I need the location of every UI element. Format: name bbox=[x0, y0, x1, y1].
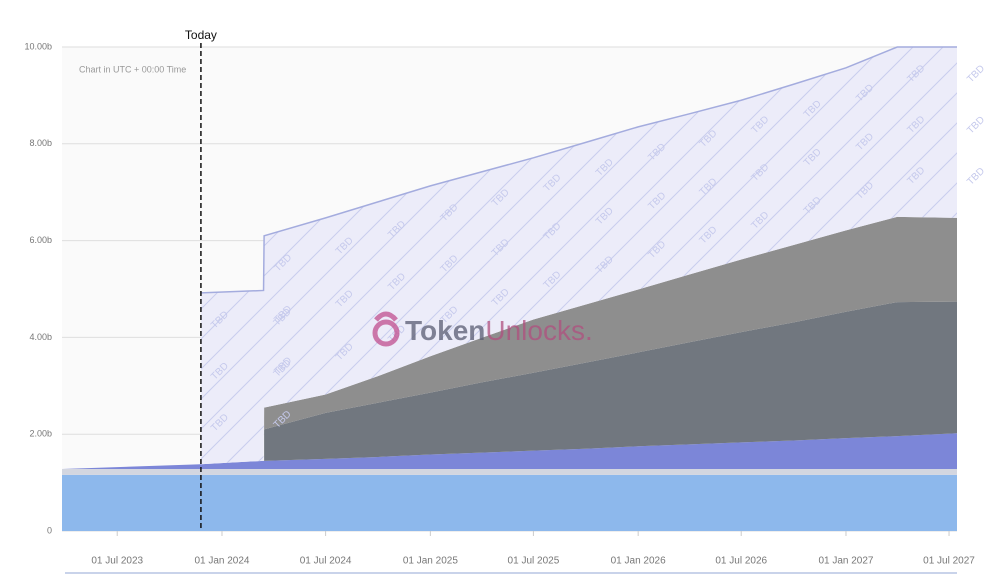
watermark-part: Token bbox=[405, 315, 485, 346]
y-tick-label: 6.00b bbox=[29, 235, 52, 245]
y-tick-label: 10.00b bbox=[24, 41, 52, 51]
y-tick-label: 0 bbox=[47, 525, 52, 535]
y-tick-label: 2.00b bbox=[29, 429, 52, 439]
tbd-label: TBD bbox=[965, 114, 987, 136]
watermark-icon bbox=[372, 319, 400, 347]
x-tick-label: 01 Jan 2024 bbox=[194, 556, 249, 567]
x-tick-label: 01 Jul 2023 bbox=[91, 556, 143, 567]
watermark-text: TokenUnlocks. bbox=[405, 315, 593, 346]
x-tick-label: 01 Jul 2026 bbox=[715, 556, 767, 567]
area bbox=[62, 433, 957, 470]
x-tick-label: 01 Jan 2025 bbox=[403, 556, 458, 567]
area bbox=[62, 469, 957, 475]
today-label: Today bbox=[185, 28, 217, 42]
area bbox=[62, 474, 957, 531]
area-top-line bbox=[200, 46, 957, 294]
tbd-label: TBD bbox=[965, 63, 987, 85]
x-tick-label: 01 Jul 2027 bbox=[923, 556, 975, 567]
watermark-part: Unlocks. bbox=[485, 315, 592, 346]
watermark-icon bbox=[374, 311, 398, 322]
chart-note: Chart in UTC + 00:00 Time bbox=[79, 64, 186, 74]
watermark: TokenUnlocks. bbox=[372, 311, 593, 347]
area bbox=[200, 47, 957, 465]
area bbox=[264, 216, 958, 430]
tbd-label: TBD bbox=[965, 166, 987, 188]
x-tick-label: 01 Jan 2027 bbox=[818, 556, 873, 567]
x-tick-label: 01 Jul 2025 bbox=[508, 556, 560, 567]
area bbox=[264, 301, 958, 461]
x-tick-label: 01 Jan 2026 bbox=[611, 556, 666, 567]
y-tick-label: 4.00b bbox=[29, 332, 52, 342]
y-tick-label: 8.00b bbox=[29, 138, 52, 148]
x-tick-label: 01 Jul 2024 bbox=[300, 556, 352, 567]
